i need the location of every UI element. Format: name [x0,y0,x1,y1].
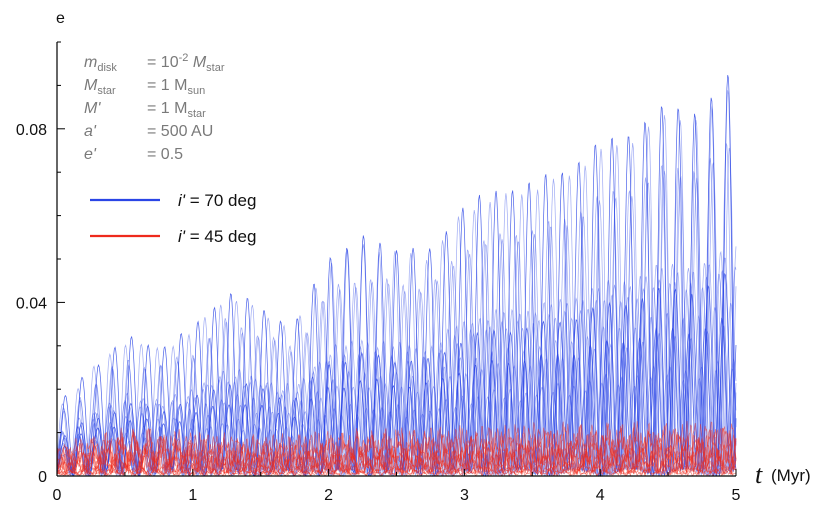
x-tick-label: 4 [596,487,605,504]
legend-item: i' = 45 deg [90,227,256,246]
ticks: 0 1 2 3 4 5 0 0.04 0.08 [16,41,741,504]
parameter-name: Mstar [84,77,116,97]
legend-label: i' = 45 deg [178,227,256,246]
y-tick-label: 0 [38,469,47,486]
series-i70-curve [56,75,737,477]
x-tick-label: 1 [188,487,197,504]
series-i70-curve [56,90,737,477]
series-i70-curve [56,317,737,478]
series-curves [56,75,737,478]
legend: i' = 70 deg i' = 45 deg [90,191,256,246]
parameter-value: = 1 Mstar [147,100,206,120]
x-tick-label: 2 [324,487,333,504]
parameter-value: = 0.5 [147,146,183,163]
series-i45-curve [56,420,737,475]
parameter-value: = 500 AU [147,123,213,140]
y-axis-label: e [56,10,65,27]
series-i70-curve [56,303,737,478]
y-tick-label: 0.04 [16,295,47,312]
legend-item: i' = 70 deg [90,191,256,210]
x-tick-label: 0 [53,487,62,504]
x-tick-label: 5 [732,487,741,504]
parameter-value: = 1 Msun [147,77,205,97]
parameter-name: M' [84,100,101,117]
parameter-name: a' [84,123,97,140]
y-tick-label: 0.08 [16,122,47,139]
x-axis-unit: (Myr) [771,466,811,485]
parameter-name: e' [84,146,97,163]
parameter-value: = 10-2 Mstar [147,52,225,74]
x-tick-label: 3 [460,487,469,504]
series-i45-curve [56,448,737,476]
legend-label: i' = 70 deg [178,191,256,210]
series-i70-curve [56,270,737,478]
x-axis-label: t (Myr) [755,460,811,489]
parameter-list: mdisk = 10-2 Mstar Mstar = 1 Msun M' = 1 Msta… [84,52,225,163]
x-axis-symbol: t [755,460,763,489]
parameter-name: mdisk [84,54,117,74]
